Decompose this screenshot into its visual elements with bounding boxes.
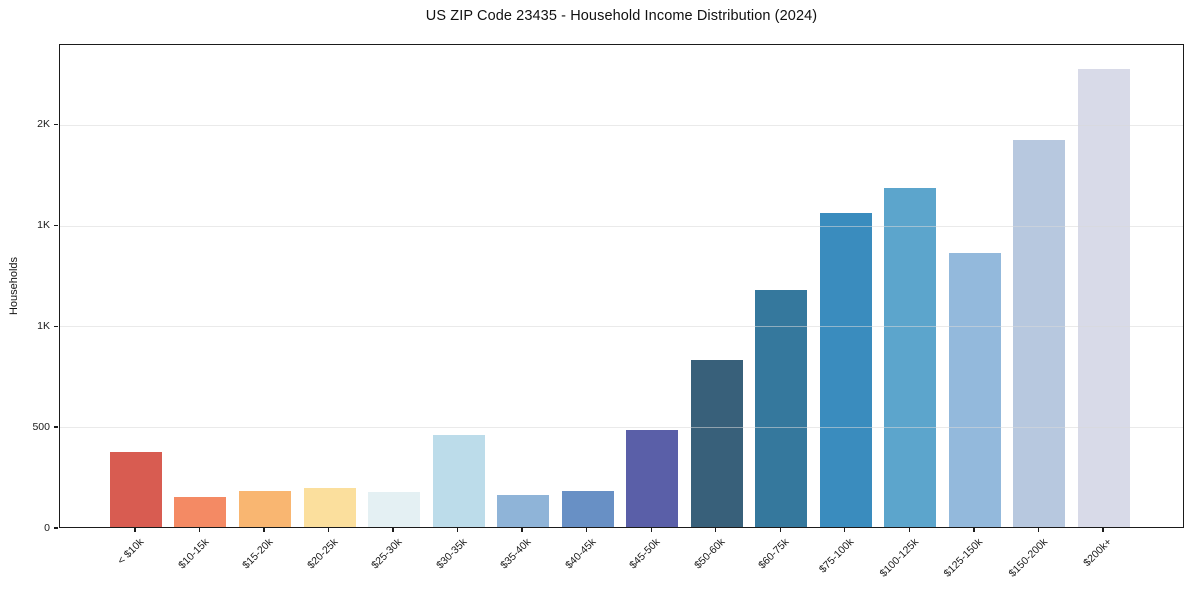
y-axis-label: Households (8, 256, 20, 316)
plot-area (59, 44, 1184, 528)
x-tick-label: $75-100k (816, 536, 857, 576)
bar--50-60k (690, 359, 743, 527)
x-tick-mark (973, 528, 975, 532)
y-tick-label: 1K (37, 319, 50, 332)
x-tick-label: $30-35k (433, 536, 470, 572)
x-tick-label: $50-60k (691, 536, 728, 572)
bar--35-40k (497, 495, 550, 527)
x-tick-label: $20-25k (304, 536, 341, 572)
bar--40-45k (561, 491, 614, 527)
x-tick-label: $25-30k (369, 536, 405, 572)
bars-layer (60, 45, 1183, 527)
x-tick-mark (198, 528, 201, 532)
y-tick-label: 2K (37, 118, 50, 131)
bar--125-150k (948, 253, 1001, 527)
x-tick-mark (650, 528, 652, 532)
x-tick-label: $15-20k (240, 536, 276, 572)
x-tick-label: $10-15k (175, 536, 211, 572)
x-tick-mark (908, 528, 911, 532)
x-tick-label: $60-75k (756, 536, 792, 572)
bar--60-75k (755, 290, 808, 527)
bar--45-50k (626, 430, 679, 527)
x-tick-label: < $10k (115, 536, 147, 567)
y-tick-mark (54, 325, 58, 328)
bar--15-20k (239, 491, 292, 527)
x-tick-label: $150-200k (1006, 536, 1050, 580)
y-tick-label: 0 (44, 521, 50, 534)
x-tick-mark (715, 528, 717, 532)
bar--20-25k (303, 488, 356, 527)
bar--75-100k (819, 213, 872, 527)
x-tick-label: $125-150k (941, 536, 986, 580)
x-tick-mark (263, 528, 265, 532)
x-tick-mark (521, 528, 523, 532)
bar--10-15k (174, 496, 227, 527)
x-tick-mark (392, 528, 394, 532)
x-tick-mark (327, 528, 330, 532)
x-tick-mark (134, 528, 136, 532)
x-tick-mark (1102, 528, 1104, 532)
y-tick-mark (54, 123, 58, 126)
x-tick-mark (456, 528, 459, 532)
x-tick-label: $40-45k (562, 536, 599, 572)
y-tick-label: 1K (37, 219, 50, 231)
bar--100-125k (884, 187, 937, 527)
y-tick-label: 500 (32, 420, 50, 433)
y-tick-mark (54, 426, 58, 428)
x-tick-label: $100-125k (877, 536, 921, 580)
y-tick-mark (54, 224, 58, 227)
x-tick-mark (779, 528, 781, 532)
x-tick-label: $45-50k (627, 536, 663, 572)
x-tick-mark (585, 528, 588, 532)
bar--150-200k (1013, 139, 1066, 527)
bar--25-30k (368, 492, 421, 527)
x-tick-mark (844, 528, 846, 532)
bar--200k+ (1077, 69, 1130, 527)
y-tick-mark (54, 527, 58, 529)
bar--10k (109, 452, 162, 527)
bar--30-35k (432, 434, 485, 527)
chart-title: US ZIP Code 23435 - Household Income Dis… (425, 8, 818, 24)
x-tick-label: $200k+ (1081, 536, 1115, 570)
x-tick-label: $35-40k (498, 536, 534, 572)
x-tick-mark (1037, 528, 1040, 532)
